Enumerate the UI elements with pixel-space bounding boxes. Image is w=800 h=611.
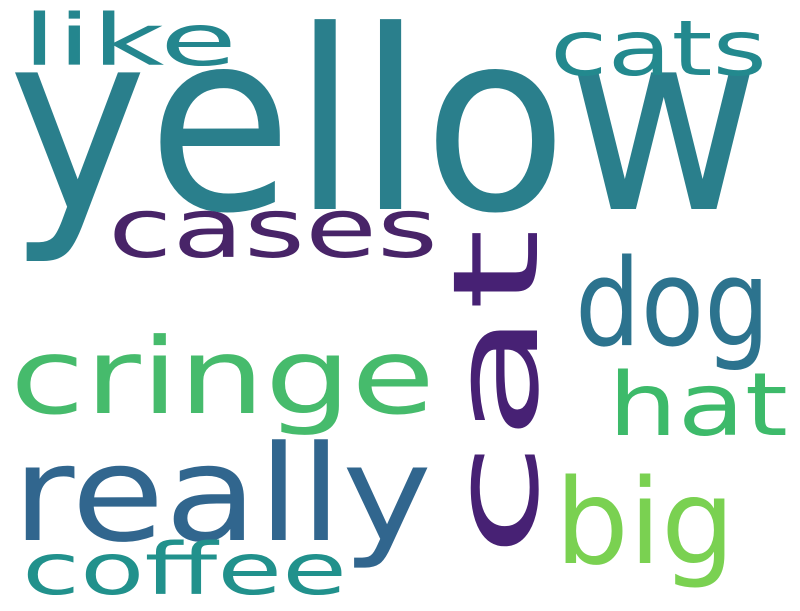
word-like: like (22, 0, 238, 82)
word-dog: dog (575, 234, 771, 374)
word-cringe: cringe (10, 315, 436, 438)
word-cat: cat (427, 227, 565, 558)
word-hat: hat (608, 354, 789, 456)
word-yellow: yellow (8, 0, 761, 268)
word-big: big (555, 454, 736, 591)
word-coffee: coffee (22, 528, 348, 611)
word-cases: cases (108, 182, 439, 277)
word-really: really (12, 418, 433, 572)
word-cats: cats (550, 5, 768, 94)
